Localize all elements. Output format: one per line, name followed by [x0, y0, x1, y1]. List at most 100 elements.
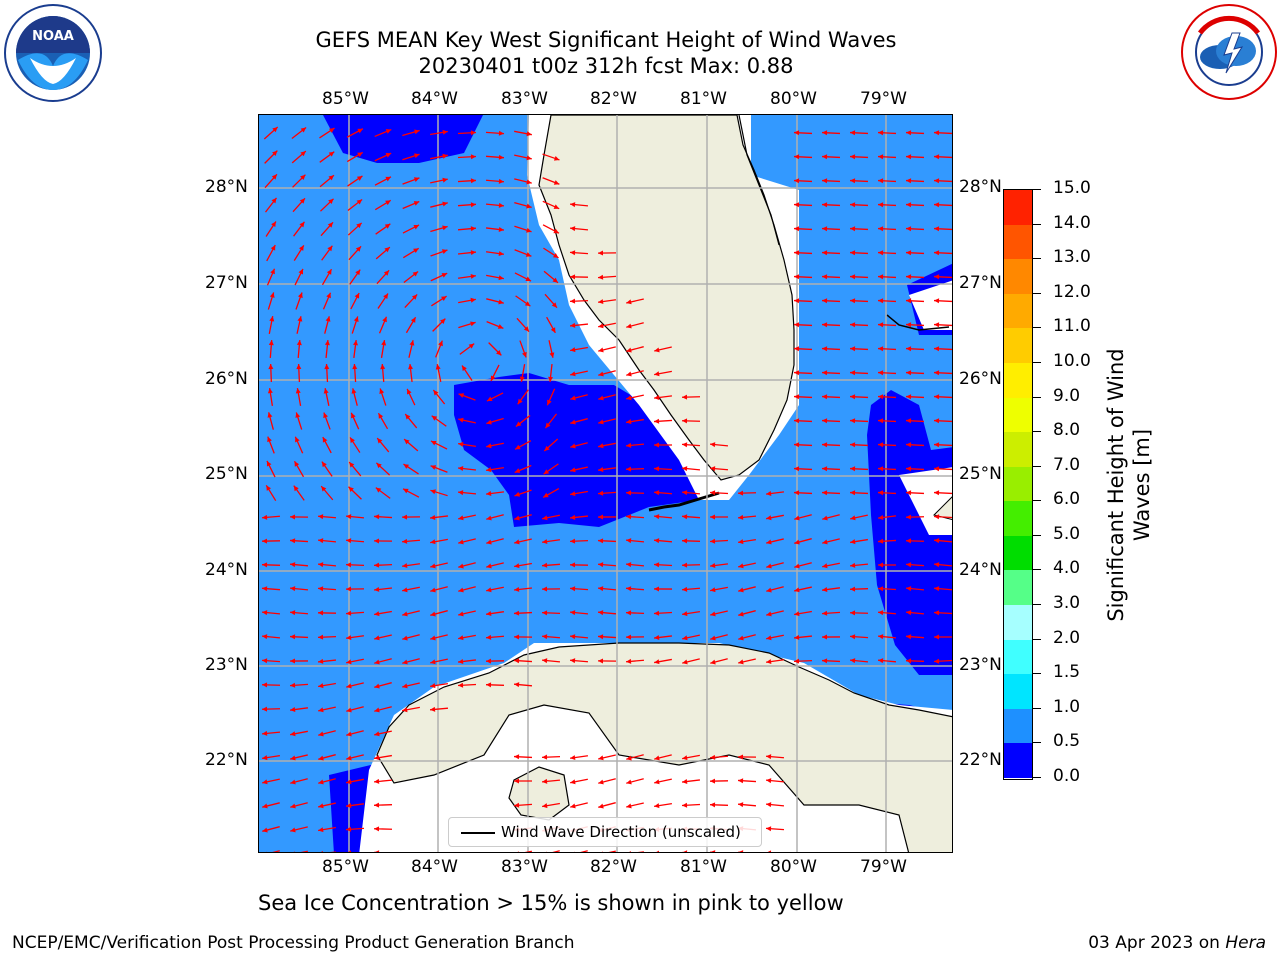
wind-wave-arrowhead — [598, 658, 604, 664]
wind-wave-arrowhead — [404, 439, 410, 445]
colorbar-tick — [1033, 431, 1041, 433]
wind-wave-arrowhead — [654, 586, 660, 592]
wind-wave-arrowhead — [878, 298, 884, 304]
wind-wave-arrowhead — [356, 199, 363, 205]
wind-wave-arrowhead — [407, 388, 412, 395]
wind-wave-arrowhead — [351, 412, 356, 419]
wind-wave-arrowhead — [486, 611, 492, 617]
colorbar-tick — [1033, 327, 1041, 329]
wind-wave-arrowhead — [822, 515, 828, 521]
wind-wave-arrowhead — [794, 322, 800, 328]
wind-wave-arrowhead — [269, 292, 275, 298]
wind-wave-arrowhead — [710, 587, 716, 593]
colorbar-segment — [1004, 259, 1032, 294]
colorbar-tick-label: 10.0 — [1053, 350, 1091, 371]
wind-wave-arrowhead — [570, 586, 576, 592]
lon-tick-bottom: 85°W — [322, 857, 369, 877]
wind-wave-arrowhead — [626, 779, 632, 785]
wind-wave-arrowhead — [850, 539, 856, 545]
colorbar-tick — [1033, 361, 1041, 363]
colorbar-tick — [1033, 777, 1041, 778]
wind-wave-arrowhead — [486, 563, 492, 569]
wind-wave-arrowhead — [293, 485, 299, 492]
wind-wave-arrowhead — [553, 155, 560, 161]
wind-wave-arrowhead — [906, 562, 912, 568]
wind-wave-arrowhead — [682, 802, 688, 808]
wind-wave-arrowhead — [794, 274, 800, 280]
wind-wave-arrowhead — [486, 587, 492, 593]
wind-wave-arrowhead — [355, 269, 361, 276]
wind-wave-arrowhead — [486, 491, 492, 496]
wind-wave-arrowhead — [822, 298, 828, 304]
wind-wave-arrowhead — [906, 586, 912, 592]
wind-wave-arrowhead — [458, 587, 464, 593]
low-wave-region — [454, 373, 729, 527]
wind-wave-arrowhead — [458, 417, 464, 423]
wind-wave-arrowhead — [878, 394, 884, 400]
wind-wave-arrowhead — [934, 130, 940, 136]
wind-wave-arrowhead — [524, 301, 531, 307]
wind-wave-arrowhead — [290, 514, 296, 520]
colorbar-tick-label: 8.0 — [1053, 420, 1081, 441]
wind-wave-arrowhead — [325, 316, 331, 322]
lon-tick-bottom: 80°W — [770, 857, 817, 877]
wind-wave-arrowhead — [383, 270, 390, 276]
wind-wave-arrowhead — [878, 178, 884, 184]
wind-wave-arrowhead — [385, 129, 392, 134]
wind-wave-arrowhead — [710, 778, 716, 784]
wind-wave-arrowhead — [318, 586, 324, 592]
wind-wave-arrowhead — [766, 515, 772, 521]
colorbar-segment — [1004, 501, 1032, 536]
wind-wave-arrowhead — [470, 297, 476, 303]
wind-wave-arrowhead — [542, 562, 548, 568]
wind-wave-arrowhead — [268, 364, 274, 370]
bahamas-island — [933, 496, 952, 521]
wind-wave-arrowhead — [850, 610, 856, 616]
wind-wave-arrowhead — [402, 563, 408, 569]
wind-wave-arrowhead — [598, 274, 604, 280]
wind-wave-arrowhead — [442, 177, 448, 183]
wind-wave-arrowhead — [598, 803, 604, 809]
wind-wave-arrowhead — [267, 412, 273, 418]
wind-wave-arrowhead — [570, 202, 576, 208]
wind-wave-arrowhead — [328, 128, 335, 133]
wind-wave-arrowhead — [412, 271, 419, 277]
colorbar-tick — [1033, 534, 1041, 536]
wind-wave-arrowhead — [906, 634, 912, 640]
wind-wave-arrowhead — [682, 586, 688, 592]
wind-wave-arrowhead — [767, 850, 772, 852]
wind-wave-arrowhead — [878, 562, 884, 568]
wind-wave-arrowhead — [470, 226, 476, 232]
wind-wave-arrowhead — [296, 340, 302, 346]
noaa-logo-text: NOAA — [32, 29, 74, 44]
wind-wave-arrow — [738, 851, 743, 852]
wind-wave-arrowhead — [266, 460, 272, 467]
wind-wave-arrowhead — [850, 562, 856, 568]
wind-wave-arrowhead — [822, 130, 828, 136]
colorbar-tick — [1033, 673, 1041, 675]
wind-wave-arrowhead — [822, 587, 828, 593]
wind-wave-arrowhead — [878, 490, 884, 496]
wind-wave-arrowhead — [850, 130, 856, 136]
wind-wave-arrowhead — [934, 154, 940, 160]
wind-wave-arrowhead — [515, 421, 522, 427]
colorbar-tick — [1033, 189, 1041, 190]
colorbar-tick — [1033, 258, 1041, 260]
wind-wave-arrowhead — [378, 413, 384, 419]
wind-wave-arrowhead — [654, 755, 660, 761]
wind-wave-arrowhead — [738, 563, 744, 569]
wind-wave-arrowhead — [654, 371, 660, 377]
wind-wave-arrowhead — [514, 515, 520, 521]
wind-wave-arrowhead — [486, 443, 492, 449]
wind-wave-arrowhead — [374, 778, 380, 784]
wind-wave-arrowhead — [570, 274, 576, 280]
wind-wave-arrowhead — [290, 538, 296, 544]
wind-wave-arrowhead — [570, 298, 576, 304]
wind-wave-arrowhead — [402, 683, 408, 689]
wind-wave-arrowhead — [570, 491, 576, 497]
wind-wave-arrowhead — [374, 755, 380, 761]
wind-wave-arrowhead — [574, 851, 575, 852]
wind-wave-arrowhead — [430, 563, 436, 569]
wind-wave-arrowhead — [409, 340, 415, 346]
low-wave-region — [867, 390, 952, 675]
